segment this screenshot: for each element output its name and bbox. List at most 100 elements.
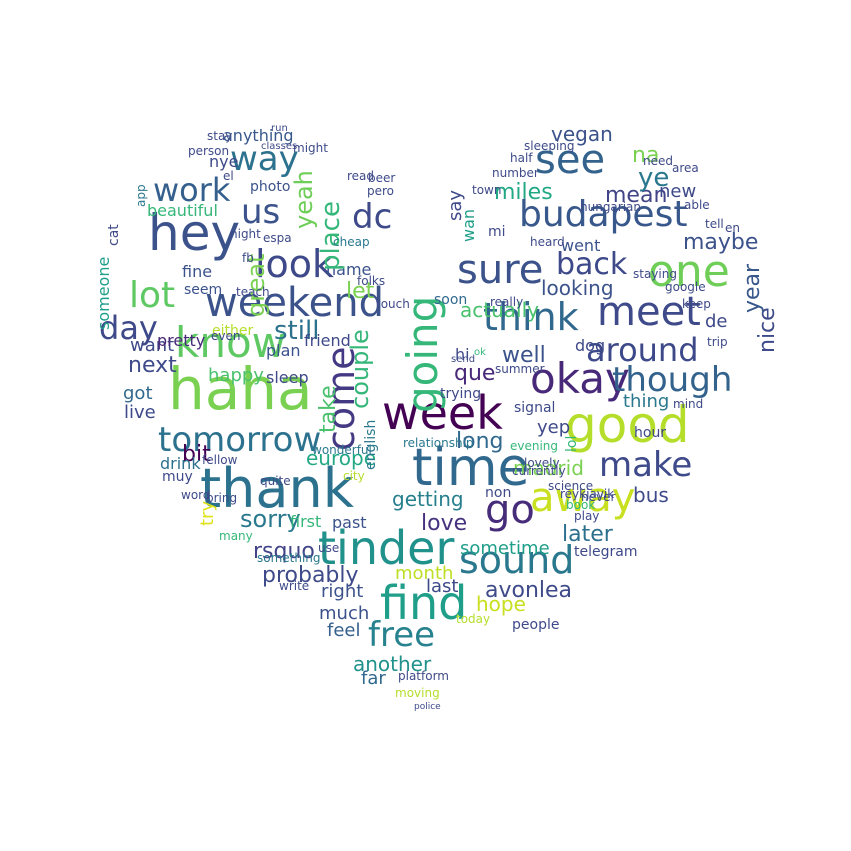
cloud-word: see [535, 137, 606, 183]
cloud-word: reykjavik [560, 487, 615, 501]
cloud-word: beer [368, 171, 396, 185]
cloud-word: budapest [519, 194, 688, 235]
cloud-word: bring [206, 491, 238, 505]
cloud-word: drink [160, 454, 201, 473]
cloud-word: currently [512, 464, 566, 478]
cloud-word: able [684, 198, 710, 212]
cloud-word: wan [459, 208, 478, 242]
cloud-word: time [412, 438, 530, 498]
cloud-word: en [725, 221, 740, 235]
cloud-word: yeah [290, 170, 318, 230]
cloud-word: actually [460, 298, 539, 322]
cloud-word: number [492, 166, 539, 180]
cloud-word: either [212, 323, 254, 339]
cloud-word: though [612, 360, 733, 400]
cloud-word: evening [510, 439, 559, 453]
cloud-word: moving [395, 686, 440, 700]
cloud-word: fb [242, 251, 254, 265]
cloud-word: sorry [240, 505, 301, 533]
cloud-word: area [672, 161, 699, 175]
cloud-word: non [485, 485, 512, 501]
cloud-word: friend [304, 331, 351, 350]
cloud-word: photo [250, 179, 291, 195]
cloud-word: na [632, 143, 660, 168]
cloud-word: wonderful [312, 443, 372, 457]
cloud-word: us [241, 192, 281, 232]
cloud-word: pero [367, 184, 395, 198]
cloud-word: de [705, 311, 728, 332]
cloud-word: mi [488, 224, 506, 240]
cloud-word: miles [494, 180, 553, 205]
cloud-word: fine [182, 262, 213, 281]
cloud-word: might [293, 141, 328, 155]
cloud-word: couple [346, 329, 374, 410]
cloud-word: ok [474, 347, 486, 358]
cloud-word: beautiful [147, 201, 218, 220]
cloud-word: new [659, 181, 697, 202]
cloud-word: first [290, 512, 322, 531]
cloud-word: tell [705, 217, 724, 231]
cloud-word: think [483, 295, 579, 339]
cloud-word: go [485, 487, 535, 533]
cloud-word: dc [352, 197, 393, 237]
cloud-word: lol [564, 436, 580, 453]
cloud-word: play [574, 509, 600, 523]
cloud-word: trying [440, 386, 482, 402]
cloud-word: write [279, 579, 310, 593]
cloud-word: live [124, 402, 156, 423]
cloud-word: look [255, 242, 335, 286]
cloud-word: hungarian [580, 200, 642, 214]
cloud-word: haha [168, 355, 313, 423]
cloud-word: word [181, 488, 211, 502]
cloud-word: police [414, 702, 441, 712]
cloud-word: run [271, 123, 288, 134]
cloud-word: lot [129, 275, 176, 316]
cloud-word: long [456, 429, 504, 454]
cloud-word: something [257, 551, 321, 565]
cloud-word: much [319, 603, 370, 624]
cloud-word: mind [673, 397, 704, 411]
cloud-word: around [586, 331, 699, 369]
cloud-word: today [456, 612, 491, 626]
cloud-word: book [566, 498, 596, 512]
cloud-word: another [353, 652, 432, 676]
cloud-word: people [512, 617, 560, 633]
cloud-word: maybe [683, 230, 759, 255]
cloud-word: take [316, 385, 341, 434]
cloud-word: way [230, 139, 299, 179]
cloud-word: name [326, 260, 372, 279]
cloud-word: year [740, 264, 765, 314]
cloud-word: avonlea [485, 578, 573, 603]
cloud-word: night [230, 227, 261, 241]
cloud-word: month [395, 563, 454, 584]
cloud-word: muy [162, 469, 193, 485]
cloud-word: dog [575, 336, 606, 355]
cloud-word: back [556, 247, 628, 282]
cloud-word: hour [634, 425, 667, 441]
cloud-word: sound [459, 538, 575, 582]
cloud-word: touch [376, 297, 410, 311]
cloud-word: signal [514, 400, 556, 416]
cloud-word: trip [707, 335, 728, 349]
cloud-word: que [454, 361, 496, 386]
cloud-word: okay [530, 354, 630, 403]
cloud-word: never [581, 490, 616, 504]
cloud-word: right [321, 581, 364, 602]
cloud-word: relationship [403, 436, 474, 450]
cloud-word: free [368, 615, 436, 655]
cloud-word: city [343, 469, 365, 483]
cloud-word: seem [184, 282, 223, 298]
cloud-word: really [490, 295, 524, 309]
cloud-word: keep [682, 297, 711, 311]
cloud-word: thank [200, 457, 354, 520]
cloud-word: let [346, 279, 375, 304]
cloud-word: looking [541, 276, 614, 300]
cloud-word: google [665, 280, 706, 294]
cloud-word: nice [755, 307, 780, 354]
cloud-word: bit [182, 442, 211, 467]
cloud-word: anything [223, 126, 294, 145]
cloud-word: probably [262, 563, 359, 588]
cloud-word: pretty [157, 331, 206, 350]
cloud-word: nye [209, 152, 239, 171]
cloud-word: feel [327, 620, 361, 641]
